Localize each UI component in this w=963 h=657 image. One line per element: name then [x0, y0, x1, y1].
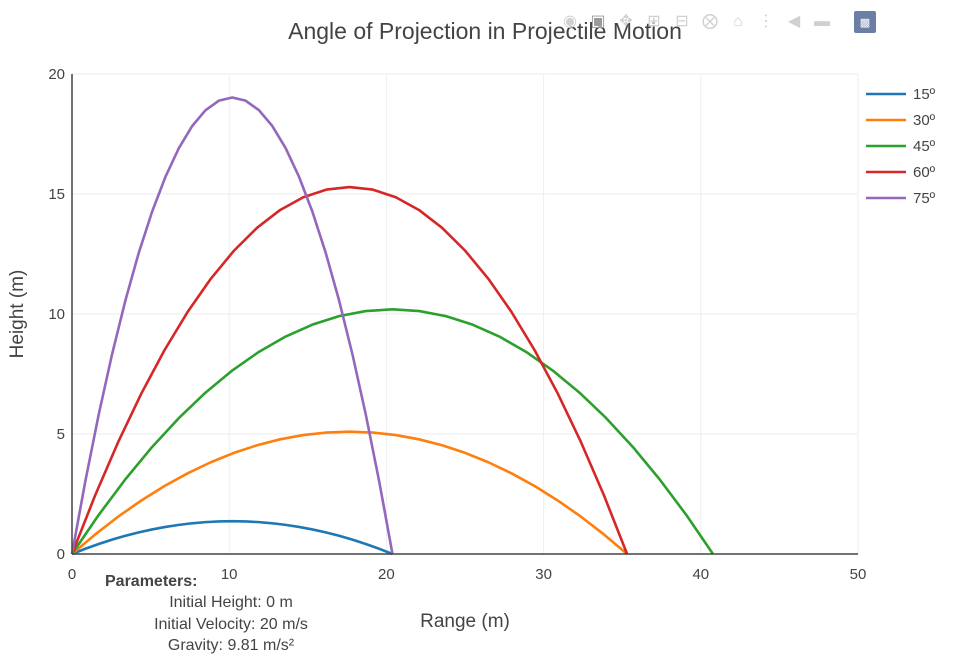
home-icon[interactable]: ⌂	[733, 13, 743, 30]
legend-item-75[interactable]: 75º	[866, 190, 936, 207]
series-line-45[interactable]	[70, 308, 715, 555]
chart-title: Angle of Projection in Projectile Motion	[288, 18, 682, 44]
y-tick-label: 10	[48, 306, 65, 323]
hover-compare-icon[interactable]: ▬	[814, 13, 830, 30]
legend-item-60[interactable]: 60º	[866, 164, 936, 181]
pan-icon[interactable]: ✥	[619, 13, 633, 30]
legend-item-30[interactable]: 30º	[866, 112, 936, 129]
x-tick-label: 40	[692, 566, 709, 583]
legend-label: 30º	[913, 112, 936, 129]
series-layer[interactable]	[70, 96, 715, 556]
initial-height-line: Initial Height: 0 m	[169, 594, 293, 611]
series-line-15[interactable]	[71, 519, 393, 556]
y-tick-label: 15	[48, 186, 65, 203]
spike-lines-icon[interactable]: ⋮	[758, 13, 774, 30]
x-tick-label: 50	[850, 566, 867, 583]
tick-labels: 0 10 20 30 40 50 0 5 10 15 20	[48, 66, 866, 583]
legend[interactable]: 15º 30º 45º 60º 75º	[866, 86, 936, 207]
zoom-in-icon[interactable]: ⊞	[647, 13, 661, 30]
x-tick-label: 30	[535, 566, 552, 583]
y-tick-label: 20	[48, 66, 65, 83]
y-tick-label: 0	[57, 546, 65, 563]
legend-item-15[interactable]: 15º	[866, 86, 936, 103]
parameters-heading: Parameters:	[105, 573, 198, 590]
plotly-logo-icon[interactable]: ▩	[854, 11, 876, 33]
hover-closest-icon[interactable]: ◀	[787, 13, 801, 30]
autoscale-icon[interactable]: ⨂	[702, 13, 718, 30]
legend-item-45[interactable]: 45º	[866, 138, 936, 155]
grid-lines	[72, 73, 859, 554]
x-axis-title: Range (m)	[420, 611, 510, 632]
series-line-60[interactable]	[70, 185, 629, 555]
modebar: ◉ ▣ ✥ ⊞ ⊟ ⨂ ⌂ ⋮ ◀ ▬ ▩	[560, 10, 876, 34]
legend-label: 15º	[913, 86, 936, 103]
x-tick-label: 10	[221, 566, 238, 583]
series-line-75[interactable]	[70, 96, 394, 555]
y-tick-label: 5	[57, 426, 65, 443]
x-tick-label: 0	[68, 566, 76, 583]
gravity-line: Gravity: 9.81 m/s²	[168, 637, 295, 654]
camera-icon[interactable]: ◉	[563, 13, 577, 30]
legend-label: 45º	[913, 138, 936, 155]
parameters-annotation: Parameters: Initial Height: 0 m Initial …	[105, 573, 308, 654]
legend-label: 75º	[913, 190, 936, 207]
initial-velocity-line: Initial Velocity: 20 m/s	[154, 616, 308, 633]
zoom-out-icon[interactable]: ⊟	[675, 13, 689, 30]
x-tick-label: 20	[378, 566, 395, 583]
y-axis-title: Height (m)	[7, 270, 28, 359]
series-line-30[interactable]	[71, 430, 628, 555]
zoom-icon[interactable]: ▣	[590, 13, 606, 30]
legend-label: 60º	[913, 164, 936, 181]
